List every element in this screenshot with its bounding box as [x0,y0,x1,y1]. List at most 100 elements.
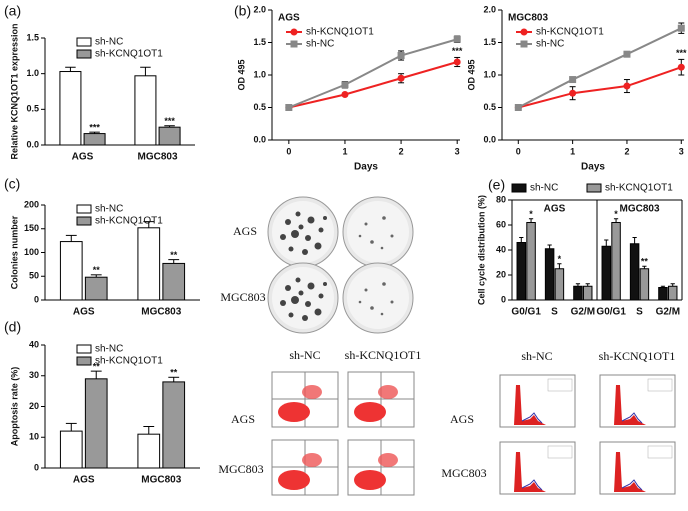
y-tick-label: 1.0 [483,69,496,79]
point [569,76,577,84]
legend-marker [290,28,298,36]
point [397,74,405,82]
error-bar [140,66,151,76]
legend-swatch [76,216,92,226]
bar [137,227,161,301]
error-bar [557,263,562,269]
column-label: sh-KCNQ1OT1 [599,349,676,363]
point [285,104,293,111]
bar [629,243,640,301]
x-axis-label: Days [581,162,605,173]
point [623,50,631,58]
legend-label: sh-KCNQ1OT1 [95,49,163,60]
significance: *** [452,46,463,56]
x-tick-label: 2 [399,146,404,156]
error-bar [164,125,175,128]
y-tick-label: 20 [29,401,39,411]
y-tick-label: 0.5 [26,104,39,114]
legend-label: sh-NC [95,344,123,355]
y-tick-label: 1.0 [253,69,266,79]
point [341,81,349,89]
y-tick-label: 0.0 [253,134,266,144]
y-tick-label: 0.5 [483,102,496,112]
significance: ** [170,368,178,378]
significance: ** [641,257,649,267]
point [453,35,461,43]
y-axis-label: Relative KCNQ1OT1 expression [9,23,19,159]
y-axis-label: OD 495 [466,59,476,90]
error-bar [65,66,76,72]
x-tick-label: MGC803 [141,307,181,318]
error-bar [65,422,77,432]
bar [137,433,161,469]
column-label: sh-NC [521,349,552,363]
error-bar [585,283,590,287]
y-tick-label: 10 [29,432,39,442]
error-bar [547,244,552,249]
error-bar [604,239,609,247]
bar [582,285,593,301]
significance: * [558,254,562,264]
line [288,38,458,109]
panel-label: (a) [4,3,21,19]
bar [162,262,186,301]
legend-swatch [76,356,92,366]
legend-swatch [76,37,92,47]
x-tick-label: AGS [73,307,95,318]
y-tick-label: 150 [24,223,39,233]
y-tick-label: 200 [24,199,39,209]
error-bar [519,237,524,243]
y-tick-label: 1.5 [483,37,496,47]
y-tick-label: 50 [29,271,39,281]
cell-cycle-images: sh-NC sh-KCNQ1OT1 AGS MGC803 [441,349,676,495]
error-bar [90,274,102,278]
group-label: MGC803 [619,204,659,215]
legend-marker [520,40,528,48]
bar [601,245,612,301]
legend-label: sh-KCNQ1OT1 [306,27,374,38]
bar [59,241,83,301]
legend-swatch [76,204,92,214]
row-label: AGS [450,412,474,426]
line [518,66,682,109]
bar [611,222,621,301]
chart-title: MGC803 [508,13,548,24]
row-label: AGS [231,412,255,426]
error-bar [642,265,647,269]
point [677,63,685,71]
y-tick-label: 0 [34,294,39,304]
bar [554,268,565,301]
point [453,58,461,66]
chart-title: AGS [278,13,300,24]
error-bar [90,370,102,379]
x-tick-label: AGS [73,475,95,486]
x-tick-label: G0/G1 [511,307,541,318]
y-axis-label: Apoptosis rate (%) [9,367,19,447]
x-tick-label: MGC803 [141,475,181,486]
panel-label: (b) [234,3,251,19]
legend-swatch [511,183,527,193]
x-axis-label: Days [354,162,378,173]
significance: ** [93,362,101,372]
significance: *** [164,116,175,126]
bar [158,126,181,146]
significance: *** [676,48,687,58]
y-tick-label: 2.0 [483,4,496,14]
legend-swatch [76,344,92,354]
column-label: sh-KCNQ1OT1 [345,348,422,362]
y-tick-label: 1.5 [253,37,266,47]
x-tick-label: G0/G1 [596,307,626,318]
y-tick-label: 0 [501,294,506,304]
y-tick-label: 0.0 [483,134,496,144]
bar [516,242,527,301]
panel-label: (d) [4,319,21,335]
group-label: AGS [544,204,566,215]
y-axis-label: Colonies number [9,215,19,289]
panel-label: (c) [4,176,20,192]
point [341,91,349,98]
y-tick-label: 0.5 [253,102,266,112]
legend-marker [290,40,298,48]
legend-label: sh-KCNQ1OT1 [536,27,604,38]
error-bar [89,131,100,134]
